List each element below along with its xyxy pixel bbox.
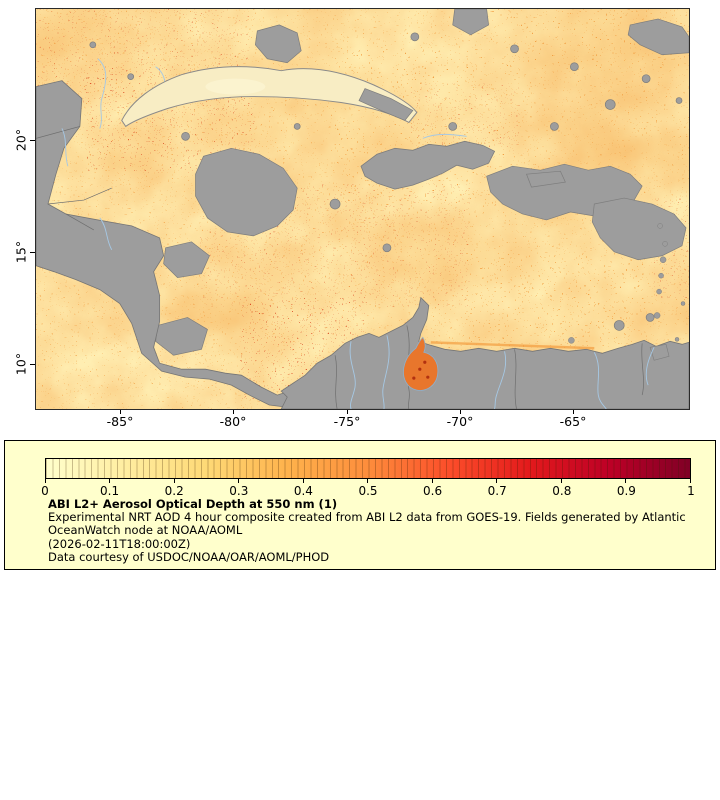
country-borders [36,126,112,231]
map-graphic [36,9,689,409]
lat-label: 20° [13,128,29,152]
colorbar-tick-label: 0.5 [358,484,378,498]
colorbar-tick-label: 0.6 [423,484,443,498]
landmass-south-america [280,296,689,409]
colorbar-tick-mark [238,479,239,483]
rivers [349,335,655,409]
lon-tick-mark [120,410,121,414]
colorbar-tick-label: 0 [41,484,49,498]
colorbar-segments [46,459,690,478]
colorbar-tick-mark [174,479,175,483]
island-puerto-rico [526,170,566,188]
lat-label: 15° [13,240,29,264]
landmass-central-america [36,80,294,408]
lat-label: 10° [13,352,29,376]
lat-tick-mark [30,140,35,141]
aod-map [35,8,690,410]
lon-label: -70° [446,414,474,429]
product-credit: Data courtesy of USDOC/NOAA/OAR/AOML/PHO… [48,549,330,564]
lake-maracaibo [403,336,439,391]
colorbar-panel: 0 0.1 0.2 0.3 0.4 0.5 0.6 0.7 0.8 0.9 1 … [4,440,716,570]
lon-label: -85° [106,414,134,429]
product-title: ABI L2+ Aerosol Optical Depth at 550 nm … [48,497,338,511]
colorbar-tick-label: 0.1 [100,484,120,498]
colorbar-gradient [45,458,691,479]
island-hispaniola [360,140,496,190]
product-description: Experimental NRT AOD 4 hour composite cr… [48,510,686,538]
colorbar-tick-mark [625,479,626,483]
colorbar-tick-label: 0.9 [616,484,636,498]
lat-tick-mark [30,252,35,253]
colorbar-tick-mark [432,479,433,483]
colorbar-tick-label: 0.4 [293,484,313,498]
caption-block: ABI L2+ Aerosol Optical Depth at 550 nm … [48,497,720,564]
lon-label: -65° [559,414,587,429]
island-trinidad [649,343,670,361]
colorbar-tick-labels: 0 0.1 0.2 0.3 0.4 0.5 0.6 0.7 0.8 0.9 1 [41,484,695,498]
product-timestamp: (2026-02-11T18:00:00Z) [48,536,191,551]
colorbar-tick-mark [561,479,562,483]
colorbar-tick-mark [690,479,691,483]
country-borders [334,325,644,409]
lesser-antilles-islands [568,223,686,344]
colorbar-tick-label: 0.8 [552,484,572,498]
colorbar-tick-mark [496,479,497,483]
lon-tick-mark [573,410,574,414]
colorbar-tick-label: 0.7 [487,484,507,498]
colorbar-tick-mark [109,479,110,483]
island-cuba [121,66,418,128]
colorbar-tick-label: 1 [687,484,695,498]
cloud-gap-blobs [89,9,689,356]
colorbar-tick-mark [303,479,304,483]
lon-tick-mark [347,410,348,414]
lon-tick-mark [460,410,461,414]
lon-label: -80° [219,414,247,429]
colorbar-tick-label: 0.3 [229,484,249,498]
lon-label: -75° [333,414,361,429]
rivers [61,128,113,251]
lat-tick-mark [30,364,35,365]
lon-tick-mark [233,410,234,414]
colorbar-tick-label: 0.2 [164,484,184,498]
colorbar-tick-mark [367,479,368,483]
colorbar-tick-mark [45,479,46,483]
